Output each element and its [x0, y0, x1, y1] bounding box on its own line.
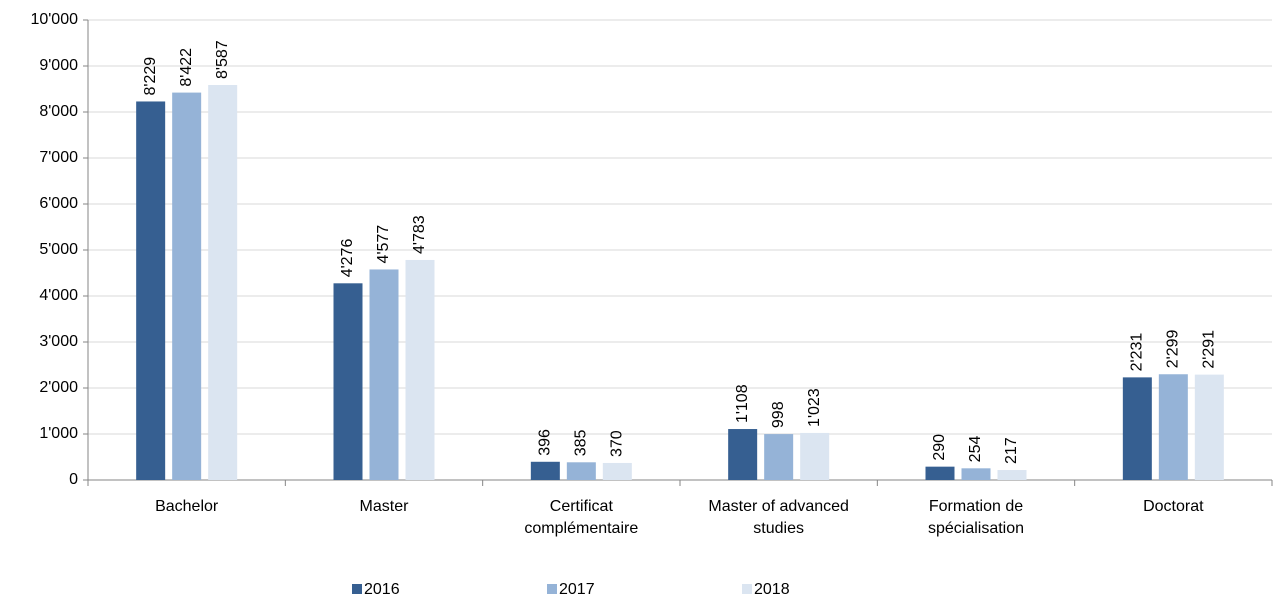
- bar: [602, 462, 632, 480]
- x-tick-label: Bachelor: [155, 498, 219, 515]
- bar: [1122, 377, 1152, 480]
- bar: [369, 269, 399, 480]
- bar: [208, 84, 238, 481]
- value-label: 396: [537, 429, 554, 456]
- y-tick-label: 8'000: [39, 103, 78, 120]
- bar: [1158, 374, 1188, 480]
- value-label: 2'291: [1201, 330, 1218, 369]
- legend-label: 2017: [559, 581, 595, 598]
- value-label: 2'231: [1129, 333, 1146, 372]
- y-tick-label: 9'000: [39, 57, 78, 74]
- value-label: 998: [770, 401, 787, 428]
- y-tick-label: 7'000: [39, 149, 78, 166]
- value-label: 290: [931, 434, 948, 461]
- value-label: 8'587: [214, 40, 231, 79]
- bar: [925, 466, 955, 480]
- value-label: 254: [967, 436, 984, 463]
- value-label: 8'422: [178, 48, 195, 87]
- x-tick-label: Certificat complémentaire: [524, 498, 639, 537]
- value-label: 217: [1003, 437, 1020, 464]
- y-tick-label: 10'000: [30, 11, 78, 28]
- y-tick-label: 6'000: [39, 195, 78, 212]
- x-tick-label: Master: [359, 498, 409, 515]
- x-tick-label: Doctorat: [1143, 498, 1204, 515]
- bar: [997, 470, 1027, 480]
- bar: [172, 92, 202, 480]
- value-label: 8'229: [142, 57, 159, 96]
- bar: [961, 468, 991, 480]
- value-label: 1'023: [806, 388, 823, 427]
- bar: [530, 461, 560, 480]
- bar: [800, 432, 830, 480]
- y-tick-label: 2'000: [39, 379, 78, 396]
- bar: [728, 429, 758, 480]
- bar: [764, 434, 794, 480]
- value-label: 4'577: [375, 225, 392, 264]
- value-label: 1'108: [734, 384, 751, 423]
- x-tick-label: Master of advanced studies: [708, 498, 849, 537]
- legend-label: 2018: [754, 581, 790, 598]
- y-tick-label: 5'000: [39, 241, 78, 258]
- value-label: 2'299: [1165, 329, 1182, 368]
- y-tick-label: 3'000: [39, 333, 78, 350]
- bar: [405, 259, 435, 480]
- x-tick-label: Formation de spécialisation: [927, 498, 1025, 537]
- legend-swatch: [547, 584, 557, 594]
- legend-swatch: [742, 584, 752, 594]
- y-tick-label: 4'000: [39, 287, 78, 304]
- y-tick-label: 0: [69, 471, 78, 488]
- bar: [136, 101, 166, 480]
- bar: [1194, 374, 1224, 480]
- legend-label: 2016: [364, 581, 400, 598]
- value-label: 385: [573, 429, 590, 456]
- bar: [333, 283, 363, 480]
- y-tick-label: 1'000: [39, 425, 78, 442]
- legend-swatch: [352, 584, 362, 594]
- value-label: 4'276: [339, 239, 356, 278]
- value-label: 370: [609, 430, 626, 457]
- bar: [566, 462, 596, 480]
- value-label: 4'783: [411, 215, 428, 254]
